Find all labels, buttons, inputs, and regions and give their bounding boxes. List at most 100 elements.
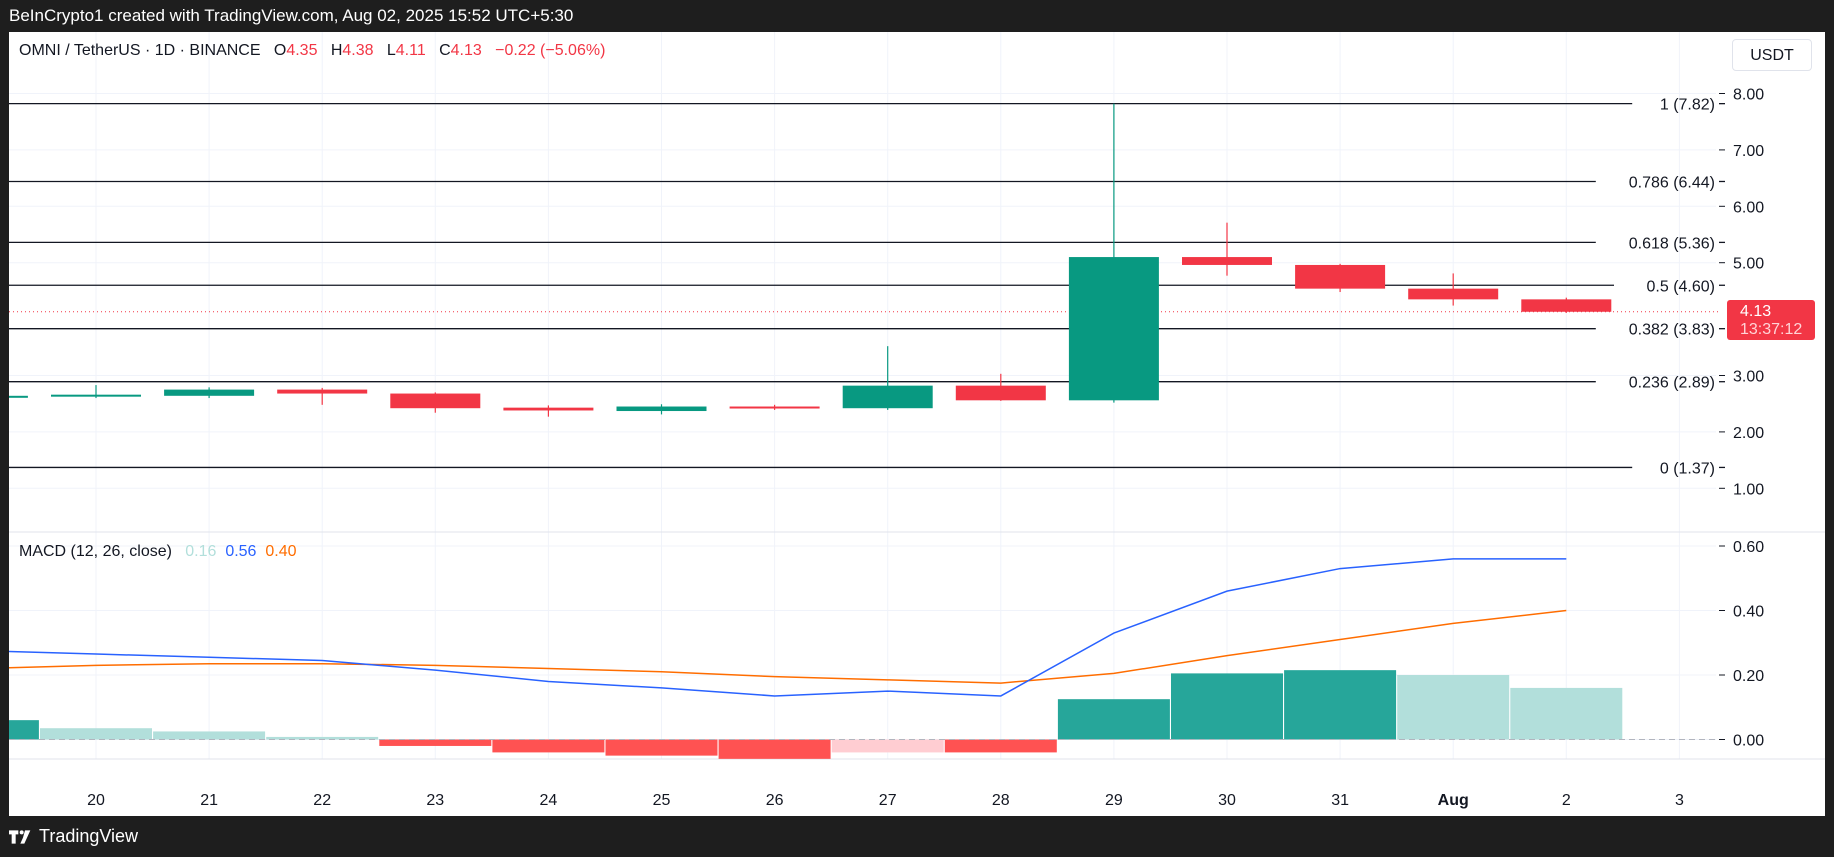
- macd-histogram-value: 0.16: [185, 543, 217, 560]
- macd-histogram-bar: [1397, 675, 1510, 740]
- fib-level-label: 0.382 (3.83): [1629, 322, 1715, 339]
- time-axis-label: 21: [200, 792, 218, 809]
- tradingview-brand: TradingView: [39, 826, 139, 846]
- candle-body: [503, 407, 594, 411]
- last-price-tag: 4.13 13:37:12: [1727, 300, 1815, 340]
- fib-level-label: 0 (1.37): [1660, 460, 1715, 477]
- macd-histogram-bar: [718, 739, 831, 759]
- time-axis-label: Aug: [1438, 792, 1469, 809]
- time-axis-label: 23: [426, 792, 444, 809]
- candle: [277, 387, 368, 405]
- price-axis-label: 3.00: [1733, 369, 1764, 386]
- candle: [503, 405, 594, 417]
- time-axis-label: 30: [1218, 792, 1236, 809]
- time-axis-label: 3: [1675, 792, 1684, 809]
- candle-body: [1521, 299, 1612, 312]
- high-label: H: [330, 42, 343, 59]
- open-value: 4.35: [286, 42, 318, 59]
- candles: [9, 103, 1612, 417]
- candle-body: [842, 385, 933, 409]
- macd-histogram-bar: [1284, 670, 1397, 740]
- macd-line-value: 0.56: [225, 543, 257, 560]
- candle: [729, 404, 820, 410]
- tradingview-logo[interactable]: TradingView: [9, 826, 138, 847]
- chart-canvas[interactable]: 1 (7.82) 0.786 (6.44) 0.618 (5.36) 0.5 (4.6…: [9, 32, 1825, 816]
- candle: [390, 392, 481, 413]
- fib-level-label: 0.236 (2.89): [1629, 375, 1715, 392]
- candle-body: [1295, 264, 1386, 289]
- macd-axis-label: 0.00: [1733, 733, 1764, 750]
- candle-body: [1408, 288, 1499, 300]
- time-axis-label: 28: [992, 792, 1010, 809]
- macd-histogram-bar: [1510, 687, 1623, 740]
- tradingview-icon: [9, 829, 31, 844]
- macd-histogram-bar: [492, 739, 605, 753]
- fib-level-label: 1 (7.82): [1660, 97, 1715, 114]
- low-value: 4.11: [395, 42, 426, 59]
- time-axis-label: 29: [1105, 792, 1123, 809]
- candle: [51, 385, 141, 399]
- open-label: O: [273, 42, 287, 59]
- grid: [9, 32, 1825, 760]
- chart-panel[interactable]: 1 (7.82) 0.786 (6.44) 0.618 (5.36) 0.5 (4.6…: [9, 32, 1825, 816]
- candle-body: [164, 389, 255, 396]
- price-axis-label: 6.00: [1733, 199, 1764, 216]
- candle: [164, 387, 255, 399]
- candle-body: [616, 406, 707, 412]
- macd-line: [9, 558, 1567, 697]
- candle: [955, 373, 1046, 401]
- fib-levels: 1 (7.82) 0.786 (6.44) 0.618 (5.36) 0.5 (4.6…: [9, 97, 1725, 477]
- price-axis-label: 2.00: [1733, 425, 1764, 442]
- time-axis-label: 2: [1562, 792, 1571, 809]
- time-axis-label: 24: [540, 792, 558, 809]
- candle-body: [51, 394, 141, 397]
- price-axis-label: 1.00: [1733, 481, 1764, 498]
- macd-histogram-bar: [1057, 699, 1170, 740]
- footer: TradingView: [0, 816, 1834, 857]
- candle: [1408, 273, 1499, 306]
- last-price-value: 4.13: [1740, 303, 1772, 320]
- macd-histogram: [9, 670, 1716, 759]
- price-axis-label: 5.00: [1733, 256, 1764, 273]
- chart-attribution: BeInCrypto1 created with TradingView.com…: [9, 6, 574, 25]
- candle: [1295, 263, 1386, 293]
- signal-line-value: 0.40: [265, 543, 297, 560]
- macd-histogram-bar: [605, 739, 718, 756]
- candle-body: [277, 389, 368, 394]
- candle-body: [729, 406, 820, 409]
- time-axis-label: 20: [87, 792, 105, 809]
- fib-level-label: 0.786 (6.44): [1629, 174, 1715, 191]
- candle-body: [9, 395, 28, 398]
- macd-legend: MACD (12, 26, close) 0.16 0.56 0.40: [19, 543, 296, 561]
- macd-indicator-label[interactable]: MACD (12, 26, close): [19, 543, 172, 560]
- symbol-label[interactable]: OMNI / TetherUS · 1D · BINANCE: [19, 42, 261, 59]
- macd-axis-label: 0.60: [1733, 539, 1764, 556]
- candle-body: [1068, 257, 1159, 401]
- macd-axis-label: 0.40: [1733, 604, 1764, 621]
- macd-histogram-bar: [153, 731, 266, 740]
- close-value: 4.13: [450, 42, 482, 59]
- fib-level-label: 0.618 (5.36): [1629, 235, 1715, 252]
- candle-body: [955, 385, 1046, 401]
- time-axis-label: 31: [1331, 792, 1349, 809]
- macd-histogram-bar: [944, 739, 1057, 753]
- candle: [1182, 222, 1272, 276]
- time-axis-label: 22: [313, 792, 331, 809]
- price-axis-label: 8.00: [1733, 87, 1764, 104]
- macd-histogram-bar: [379, 739, 492, 746]
- macd-lines: [9, 558, 1567, 697]
- time-axis-label: 26: [766, 792, 784, 809]
- candle: [1068, 103, 1159, 403]
- low-label: L: [386, 42, 396, 59]
- candle-body: [1182, 257, 1272, 265]
- high-value: 4.38: [342, 42, 374, 59]
- macd-histogram-bar: [9, 720, 39, 740]
- close-label: C: [439, 42, 451, 59]
- macd-histogram-bar: [40, 728, 152, 740]
- time-axis-label: 27: [879, 792, 897, 809]
- candle-body: [390, 393, 481, 409]
- price-legend: OMNI / TetherUS · 1D · BINANCE O4.35 H4.…: [19, 42, 605, 60]
- signal-line: [9, 609, 1567, 684]
- macd-axis-label: 0.20: [1733, 668, 1764, 685]
- currency-selector[interactable]: USDT: [1732, 39, 1812, 71]
